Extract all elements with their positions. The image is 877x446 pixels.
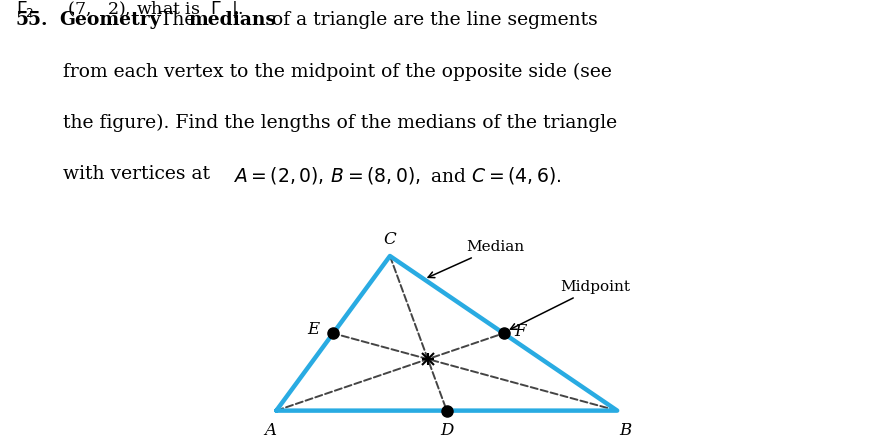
- Text: D: D: [439, 422, 453, 439]
- Text: $A = (2, 0),\, B = (8, 0),$ and $C = (4, 6).$: $A = (2, 0),\, B = (8, 0),$ and $C = (4,…: [232, 165, 560, 186]
- Text: medians: medians: [189, 11, 276, 29]
- Text: B: B: [619, 422, 631, 439]
- Text: Midpoint: Midpoint: [510, 280, 630, 329]
- Text: C: C: [383, 231, 396, 248]
- Text: 55.: 55.: [16, 11, 48, 29]
- Text: Geometry: Geometry: [60, 11, 161, 29]
- Text: The: The: [153, 11, 201, 29]
- Text: with vertices at: with vertices at: [63, 165, 216, 183]
- Text: from each vertex to the midpoint of the opposite side (see: from each vertex to the midpoint of the …: [63, 62, 611, 81]
- Text: Median: Median: [428, 240, 524, 278]
- Text: F: F: [513, 323, 524, 340]
- Text: the figure). Find the lengths of the medians of the triangle: the figure). Find the lengths of the med…: [63, 114, 617, 132]
- Text: $\mathit{\Gamma}_2$      (7,   2), what is  $\mathit{\Gamma}$  |.: $\mathit{\Gamma}_2$ (7, 2), what is $\ma…: [16, 0, 242, 20]
- Text: E: E: [306, 321, 318, 338]
- Text: A: A: [264, 422, 276, 439]
- Text: of a triangle are the line segments: of a triangle are the line segments: [266, 11, 597, 29]
